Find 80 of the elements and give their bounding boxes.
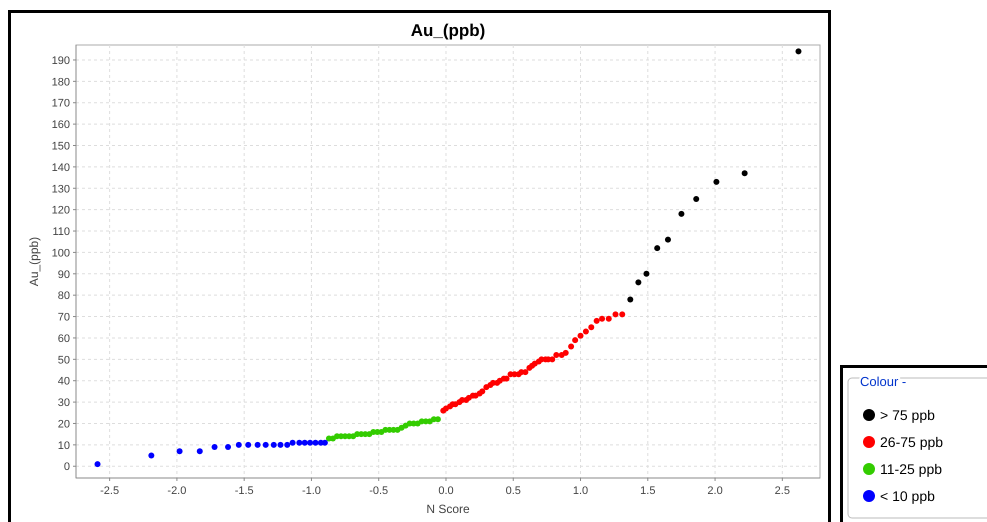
point xyxy=(307,440,314,446)
point xyxy=(643,270,650,277)
point xyxy=(284,442,290,448)
point xyxy=(196,448,203,454)
x-tick-label: 0.5 xyxy=(506,485,521,497)
y-tick-label: 110 xyxy=(52,226,70,238)
point xyxy=(612,311,618,318)
point xyxy=(176,448,183,454)
point xyxy=(606,316,612,322)
y-tick-label: 0 xyxy=(64,461,70,474)
x-tick-label: -1.5 xyxy=(234,485,254,497)
x-tick-label: 2.5 xyxy=(774,485,790,497)
point xyxy=(568,343,574,350)
point xyxy=(254,442,261,448)
point xyxy=(94,461,101,468)
point xyxy=(678,210,684,217)
point xyxy=(599,316,606,322)
point xyxy=(795,48,802,54)
y-tick-label: 140 xyxy=(52,162,70,174)
y-tick-label: 50 xyxy=(58,354,70,366)
y-tick-label: 20 xyxy=(58,418,70,430)
x-axis-title: N Score xyxy=(426,502,470,516)
legend-label: 11-25 ppb xyxy=(880,461,942,477)
legend-label: > 75 ppb xyxy=(880,407,936,423)
x-tick-label: -2.5 xyxy=(100,485,120,497)
y-axis-title: Au_(ppb) xyxy=(27,236,41,286)
point xyxy=(578,332,584,339)
y-tick-label: 30 xyxy=(58,397,70,410)
y-tick-label: 150 xyxy=(52,140,70,152)
x-tick-label: 1.0 xyxy=(572,485,588,497)
y-tick-label: 90 xyxy=(58,268,70,281)
point xyxy=(312,440,318,446)
point xyxy=(627,296,634,302)
x-tick-label: -1.0 xyxy=(302,485,321,497)
y-tick-label: 180 xyxy=(52,76,70,88)
point xyxy=(582,328,589,335)
legend-label: < 10 ppb xyxy=(880,488,936,504)
x-tick-label: 2.0 xyxy=(707,485,723,497)
y-tick-label: 120 xyxy=(52,204,70,217)
point xyxy=(296,440,302,446)
point xyxy=(212,444,218,450)
point xyxy=(713,178,720,185)
point xyxy=(562,350,569,356)
y-tick-label: 170 xyxy=(52,98,70,110)
point xyxy=(278,442,284,448)
y-tick-label: 40 xyxy=(58,376,70,388)
point xyxy=(654,245,660,252)
point xyxy=(290,440,296,446)
y-tick-label: 130 xyxy=(52,183,70,196)
y-tick-label: 160 xyxy=(52,119,70,132)
point xyxy=(635,279,642,286)
y-tick-label: 80 xyxy=(58,290,70,302)
legend-title: Colour - xyxy=(860,374,906,389)
y-tick-label: 190 xyxy=(52,54,70,67)
point xyxy=(262,442,269,448)
point xyxy=(664,236,671,243)
point xyxy=(572,337,578,344)
point xyxy=(236,442,242,448)
y-tick-label: 10 xyxy=(58,440,70,452)
x-tick-label: 0.0 xyxy=(438,485,454,497)
point xyxy=(553,352,560,358)
legend-label: 26-75 ppb xyxy=(880,434,944,450)
y-tick-label: 70 xyxy=(58,312,70,324)
point xyxy=(742,170,748,176)
point xyxy=(302,440,308,446)
point xyxy=(693,196,700,202)
y-tick-label: 100 xyxy=(52,247,70,260)
point xyxy=(619,311,626,318)
point xyxy=(594,318,600,324)
point xyxy=(245,442,252,448)
point xyxy=(270,442,277,448)
x-tick-label: -0.5 xyxy=(369,485,388,497)
point xyxy=(148,452,154,459)
x-tick-label: -2.0 xyxy=(167,485,186,497)
point xyxy=(225,444,232,450)
chart-title: Au_(ppb) xyxy=(410,21,486,40)
y-tick-label: 60 xyxy=(58,332,70,345)
point xyxy=(479,388,486,394)
x-tick-label: 1.5 xyxy=(640,485,656,497)
point xyxy=(588,324,594,330)
